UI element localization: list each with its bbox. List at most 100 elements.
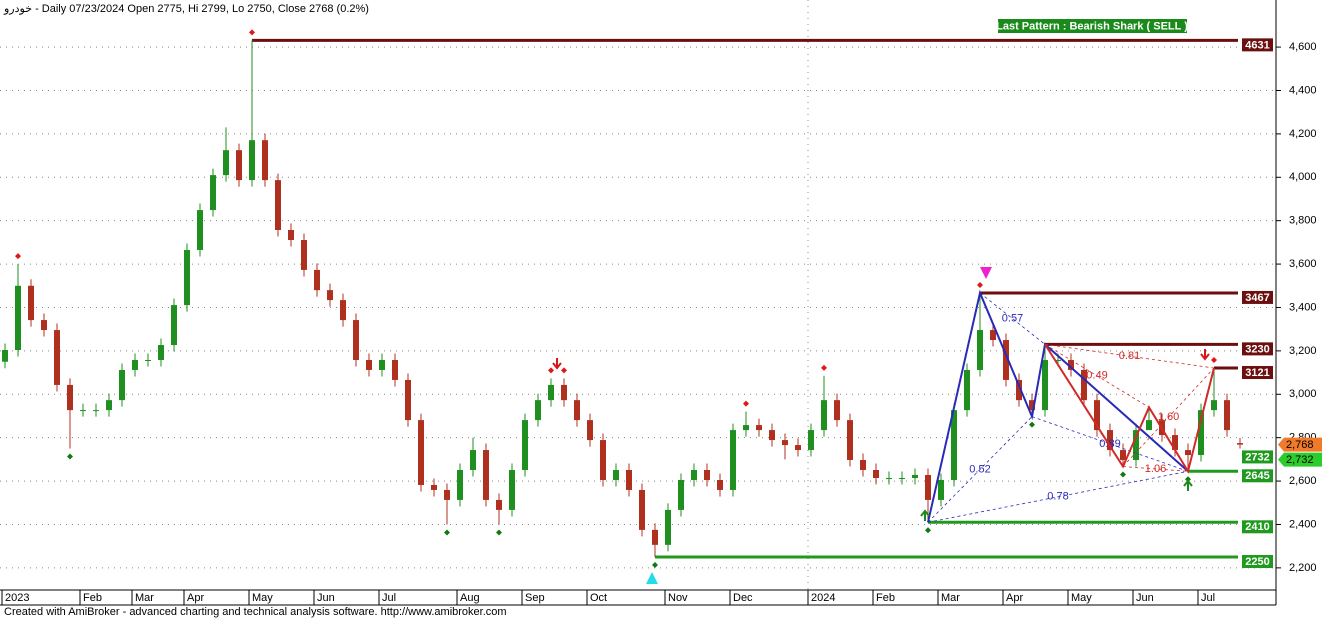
candle-body	[509, 470, 515, 510]
candle-body	[1172, 435, 1178, 451]
candle-body	[795, 445, 801, 451]
level-tag	[1242, 450, 1273, 464]
x-tick-label: Sep	[525, 592, 545, 604]
candle-body	[236, 150, 242, 181]
level-label: 2645	[1245, 470, 1269, 482]
candle-body	[158, 345, 164, 360]
level-label: 4631	[1245, 39, 1269, 51]
candle-body	[938, 479, 944, 500]
x-tick-label: Apr	[1006, 592, 1023, 604]
candle-body	[197, 210, 203, 250]
pivot-low	[1185, 476, 1191, 483]
up-arrow	[920, 509, 930, 521]
down-arrow	[1200, 349, 1210, 361]
pivot-high	[548, 367, 554, 374]
candle-body	[93, 410, 99, 412]
candle-body	[873, 470, 879, 479]
candle-body	[1042, 359, 1048, 411]
candle-body	[522, 420, 528, 471]
price-tag-label: 2,732	[1286, 454, 1314, 466]
x-tick-label: Oct	[590, 592, 607, 604]
candle-body	[457, 470, 463, 500]
candle-body	[145, 359, 151, 361]
x-tick-label: Mar	[135, 592, 154, 604]
candle-body	[1146, 420, 1152, 431]
candle-body	[730, 430, 736, 490]
candle-body	[912, 474, 918, 479]
pattern-ratio: 0.57	[1002, 313, 1023, 325]
candle-body	[366, 359, 372, 370]
pivot-low	[1120, 471, 1126, 478]
candle-body	[756, 425, 762, 431]
x-tick-label: Aug	[460, 592, 480, 604]
pivot-high	[249, 29, 255, 36]
candle-body	[769, 430, 775, 441]
candle-body	[821, 400, 827, 431]
level-tag	[1242, 520, 1273, 534]
candle-body	[717, 479, 723, 490]
pattern-ratio: 0.81	[1119, 350, 1140, 362]
candle-body	[548, 384, 554, 401]
pivot-low	[67, 453, 73, 460]
level-label: 3121	[1245, 367, 1269, 379]
candle-body	[964, 369, 970, 411]
pivot-low	[444, 529, 450, 536]
x-tick-label: 2024	[811, 592, 835, 604]
candle-body	[132, 359, 138, 370]
candle-body	[1224, 400, 1230, 431]
pattern-ratio-line	[1122, 367, 1215, 467]
candle-body	[899, 478, 905, 480]
x-tick-label: Apr	[187, 592, 204, 604]
pattern-ratio: 0.78	[1047, 491, 1068, 503]
candle-body	[353, 320, 359, 360]
pattern-ratio: 0.89	[1099, 438, 1120, 450]
candle-body	[990, 330, 996, 341]
candle-body	[288, 230, 294, 240]
candle-body	[483, 450, 489, 500]
candle-body	[691, 470, 697, 480]
candle-body	[392, 359, 398, 380]
candle-body	[1068, 359, 1074, 370]
candle-body	[379, 359, 385, 370]
y-tick-label: 4,000	[1289, 171, 1317, 183]
candle-body	[470, 450, 476, 471]
candle-body	[1016, 379, 1022, 401]
x-tick-label: May	[252, 592, 273, 604]
candle-body	[444, 489, 450, 500]
x-tick-label: 2023	[5, 592, 29, 604]
candle-body	[743, 425, 749, 431]
level-tag	[1242, 469, 1273, 483]
candle-body	[561, 384, 567, 401]
candle-body	[782, 440, 788, 446]
y-tick-label: 3,600	[1289, 258, 1317, 270]
candle-body	[210, 175, 216, 211]
pattern-layer: 0.57 0.52 0.78 0.89 0.81 0.49 1.60 1.06	[927, 289, 1215, 523]
candle-body	[184, 249, 190, 306]
level-label: 2250	[1245, 556, 1269, 568]
candle-body	[314, 269, 320, 291]
x-tick-label: Jun	[1136, 592, 1154, 604]
price-tag	[1278, 437, 1322, 452]
pattern-ratio-line	[979, 292, 1046, 345]
y-tick-label: 2,600	[1289, 475, 1317, 487]
candle-body	[106, 400, 112, 411]
candle-body	[860, 460, 866, 471]
level-label: 3230	[1245, 343, 1269, 355]
pattern-ratio-line	[1044, 344, 1150, 408]
pattern-label: Last Pattern : Bearish Shark ( SELL )	[996, 20, 1188, 32]
pattern-badge	[998, 19, 1187, 33]
candle-body	[2, 350, 8, 362]
candle-body	[1003, 340, 1009, 380]
candle-body	[886, 478, 892, 480]
y-tick-label: 3,200	[1289, 345, 1317, 357]
candle-body	[1211, 400, 1217, 411]
up-arrow	[1183, 479, 1193, 491]
candle-body	[1029, 400, 1035, 411]
candle-body	[1107, 430, 1113, 451]
pivot-low	[496, 529, 502, 536]
x-tick-label: Feb	[876, 592, 895, 604]
candle-body	[1198, 410, 1204, 456]
pivot-low	[652, 562, 658, 569]
pivot-low	[925, 527, 931, 534]
